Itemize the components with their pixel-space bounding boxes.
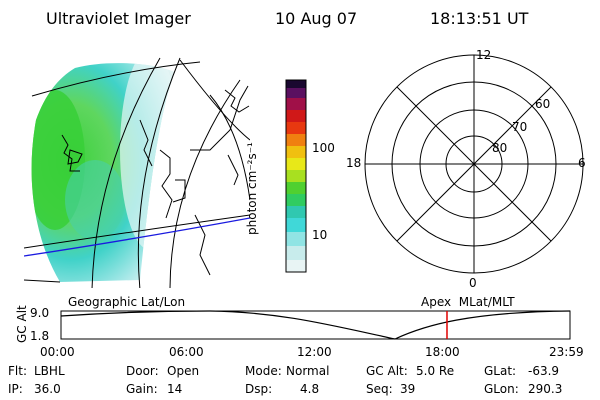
seq-label: Seq: xyxy=(366,382,393,396)
alt-high-label: 9.0 xyxy=(30,306,50,320)
colorbar-tick-10: 10 xyxy=(312,228,328,242)
gcalt-value: 5.0 Re xyxy=(416,364,455,378)
gc-alt-axis-label: GC Alt xyxy=(15,305,29,343)
gain-value: 14 xyxy=(167,382,183,396)
filter-value: LBHL xyxy=(34,364,65,378)
colorbar-tick-100: 100 xyxy=(312,141,335,155)
polar-grid xyxy=(364,54,584,274)
uv-emission-image xyxy=(31,63,175,282)
time-label: 18:13:51 UT xyxy=(430,9,529,28)
mlt-18-label: 18 xyxy=(346,156,362,170)
time-tick-2359: 23:59 xyxy=(549,345,584,359)
gcalt-label: GC Alt: xyxy=(366,364,408,378)
time-tick-6: 06:00 xyxy=(169,345,204,359)
mlat-80-label: 80 xyxy=(492,141,508,155)
color-scale-bar xyxy=(285,79,307,273)
filter-label: Flt: xyxy=(8,364,27,378)
dsp-label: Dsp: xyxy=(245,382,273,396)
colorbar-unit-label: photon cm⁻²s⁻¹ xyxy=(245,142,259,235)
time-tick-12: 12:00 xyxy=(297,345,332,359)
date-label: 10 Aug 07 xyxy=(275,9,358,28)
mode-label: Mode: xyxy=(245,364,282,378)
door-label: Door: xyxy=(126,364,159,378)
mlt-0-label: 0 xyxy=(469,276,477,290)
ip-value: 36.0 xyxy=(34,382,61,396)
ip-label: IP: xyxy=(8,382,23,396)
time-tick-18: 18:00 xyxy=(425,345,460,359)
glat-label: GLat: xyxy=(484,364,517,378)
alt-low-label: 1.8 xyxy=(30,329,50,343)
orbit-altitude-timeline xyxy=(60,310,571,340)
altitude-curve xyxy=(60,310,571,340)
mlt-12-label: 12 xyxy=(476,48,492,62)
glon-value: 290.3 xyxy=(528,382,563,396)
mlat-60-label: 60 xyxy=(535,97,551,111)
map-grid-lines xyxy=(24,57,250,288)
gain-label: Gain: xyxy=(126,382,158,396)
time-tick-0: 00:00 xyxy=(40,345,75,359)
geographic-caption: Geographic Lat/Lon xyxy=(68,295,186,309)
coastlines xyxy=(61,85,250,276)
glon-label: GLon: xyxy=(484,382,519,396)
mlat-70-label: 70 xyxy=(512,120,528,134)
dsp-value: 4.8 xyxy=(300,382,320,396)
seq-value: 39 xyxy=(400,382,416,396)
terminator-line xyxy=(24,217,250,257)
glat-value: -63.9 xyxy=(528,364,560,378)
instrument-title: Ultraviolet Imager xyxy=(46,9,191,28)
door-value: Open xyxy=(167,364,200,378)
mode-value: Normal xyxy=(286,364,330,378)
apex-caption: Apex MLat/MLT xyxy=(421,295,515,309)
mlt-6-label: 6 xyxy=(578,156,586,170)
